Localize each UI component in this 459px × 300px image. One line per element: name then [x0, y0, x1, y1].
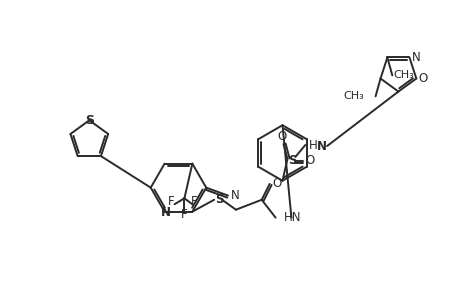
Text: F: F	[190, 195, 197, 208]
Text: O: O	[418, 72, 427, 85]
Text: O: O	[305, 154, 314, 167]
Text: N: N	[160, 206, 170, 219]
Text: CH₃: CH₃	[393, 70, 414, 80]
Text: O: O	[276, 130, 285, 142]
Text: N: N	[230, 189, 239, 202]
Text: H: H	[308, 139, 317, 152]
Text: CH₃: CH₃	[342, 92, 363, 101]
Text: F: F	[168, 195, 174, 208]
Text: N: N	[411, 51, 420, 64]
Text: S: S	[214, 193, 223, 206]
Text: HN: HN	[283, 211, 300, 224]
Text: N: N	[316, 140, 326, 152]
Text: F: F	[181, 208, 187, 221]
Text: O: O	[271, 177, 280, 190]
Text: S: S	[287, 154, 296, 167]
Text: S: S	[84, 114, 94, 127]
